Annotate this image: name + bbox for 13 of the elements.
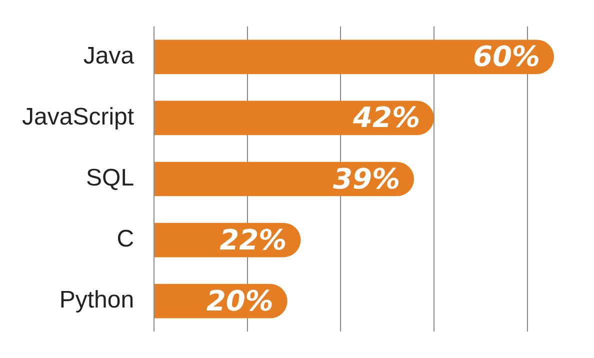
data-label: 20%	[206, 284, 274, 318]
y-tick-label: SQL	[86, 164, 134, 192]
data-label: 39%	[332, 162, 400, 196]
data-label: 22%	[220, 223, 287, 256]
bar	[154, 162, 414, 196]
y-tick-label: Python	[59, 286, 134, 314]
data-label: 60%	[472, 40, 540, 74]
data-label: 42%	[352, 101, 420, 134]
bar	[154, 40, 554, 74]
bar	[154, 100, 434, 136]
y-tick-label: Java	[83, 42, 135, 70]
y-tick-label: JavaScript	[22, 104, 134, 131]
y-tick-label: C	[116, 226, 134, 253]
